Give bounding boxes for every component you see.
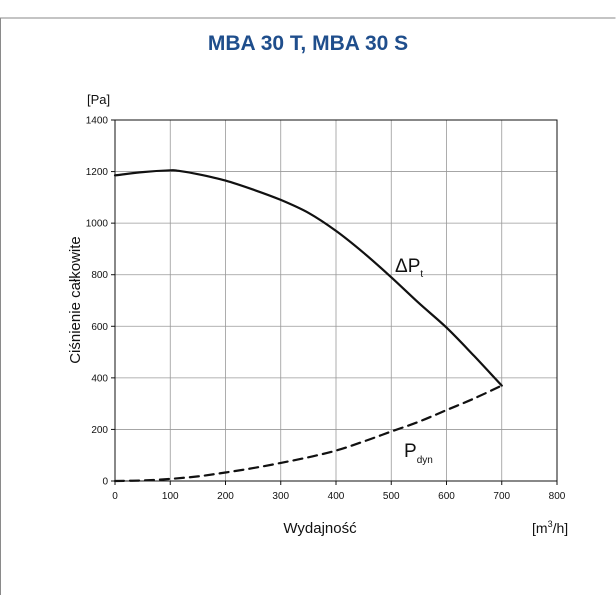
series-label-total-pressure-name: ΔP — [395, 256, 420, 277]
y-tick-label: 400 — [91, 373, 108, 384]
y-unit-label: [Pa] — [87, 92, 110, 107]
x-unit-prefix: [m — [532, 520, 548, 536]
y-tick-label: 0 — [102, 477, 108, 488]
y-tick-label: 1200 — [86, 167, 109, 178]
chart-title: MBA 30 T, MBA 30 S — [208, 32, 408, 55]
series-label-dynamic-pressure: Pdyn — [404, 441, 433, 466]
y-tick-label: 800 — [91, 270, 108, 281]
series-line-dynamic-pressure — [113, 384, 503, 483]
y-axis-label: Ciśnienie całkowite — [67, 236, 84, 364]
series-label-total-pressure: ΔPt — [395, 256, 423, 280]
x-unit-label: [m3/h] — [532, 519, 568, 536]
series-line-total-pressure — [113, 169, 503, 387]
series-label-total-pressure-sub: t — [420, 269, 423, 280]
x-tick-labels: 0 100 200 300 400 500 600 700 800 — [112, 491, 566, 502]
series-label-dynamic-pressure-sub: dyn — [417, 455, 433, 466]
x-tick-label: 600 — [438, 491, 455, 502]
plot-area-border — [114, 119, 558, 482]
x-unit-superscript: 3 — [548, 519, 553, 529]
x-tick-label: 400 — [328, 491, 345, 502]
grid — [111, 119, 558, 485]
y-tick-label: 1400 — [86, 116, 109, 127]
x-tick-label: 200 — [217, 491, 234, 502]
x-tick-label: 500 — [383, 491, 400, 502]
series-label-dynamic-pressure-name: P — [404, 441, 417, 462]
card-border — [0, 17, 616, 595]
x-axis-label: Wydajność — [283, 520, 357, 537]
x-tick-label: 0 — [112, 491, 118, 502]
y-tick-labels: 0 200 400 600 800 1000 1200 1400 — [86, 116, 109, 488]
x-tick-label: 100 — [162, 491, 179, 502]
series-lines — [113, 169, 503, 483]
y-tick-label: 600 — [91, 322, 108, 333]
y-tick-label: 1000 — [86, 219, 109, 230]
x-tick-label: 700 — [493, 491, 510, 502]
x-tick-label: 300 — [272, 491, 289, 502]
x-unit-suffix: /h] — [553, 520, 569, 536]
x-tick-label: 800 — [549, 491, 566, 502]
y-tick-label: 200 — [91, 425, 108, 436]
